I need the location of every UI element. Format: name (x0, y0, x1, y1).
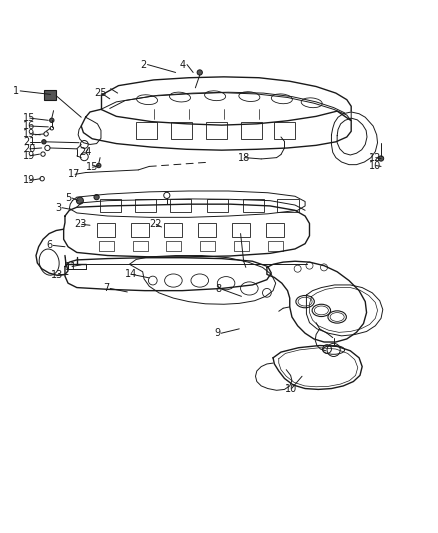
Bar (131, 223, 148, 237)
Text: 6: 6 (46, 240, 52, 251)
Circle shape (94, 195, 99, 200)
Bar (206, 122, 227, 139)
Text: 22: 22 (149, 220, 161, 229)
Bar (265, 223, 283, 237)
Text: 8: 8 (215, 284, 221, 294)
Text: 20: 20 (23, 144, 35, 154)
Text: 9: 9 (214, 328, 220, 338)
Circle shape (197, 70, 202, 75)
Text: 14: 14 (125, 269, 137, 279)
Text: 5: 5 (65, 193, 71, 203)
Text: 17: 17 (68, 169, 80, 179)
Text: 19: 19 (23, 151, 35, 161)
Text: 1: 1 (13, 86, 19, 96)
Text: 7: 7 (103, 284, 109, 294)
Text: 21: 21 (23, 137, 35, 147)
Bar (232, 223, 249, 237)
Bar (170, 199, 191, 212)
Bar (233, 241, 248, 251)
Bar (99, 241, 114, 251)
Circle shape (49, 118, 54, 123)
Text: 19: 19 (23, 129, 35, 139)
Bar (97, 223, 115, 237)
Bar (277, 199, 298, 212)
Text: 19: 19 (23, 175, 35, 185)
Bar (198, 223, 215, 237)
Circle shape (42, 140, 46, 144)
Text: 13: 13 (50, 270, 63, 280)
Bar (207, 199, 228, 212)
Text: 4: 4 (180, 60, 186, 70)
Text: 25: 25 (94, 88, 106, 98)
Circle shape (76, 197, 83, 204)
Bar (243, 199, 264, 212)
Bar (134, 199, 155, 212)
Bar (99, 199, 120, 212)
Text: 2: 2 (140, 60, 146, 70)
Text: 10: 10 (368, 160, 380, 171)
Text: 23: 23 (74, 220, 87, 229)
Text: 3: 3 (55, 203, 61, 213)
Bar (267, 241, 282, 251)
Text: 15: 15 (23, 113, 35, 123)
Text: 12: 12 (368, 152, 380, 163)
Text: 18: 18 (237, 152, 250, 163)
Circle shape (378, 156, 383, 161)
Text: 15: 15 (85, 162, 98, 172)
Text: 10: 10 (284, 384, 296, 393)
Bar (166, 241, 180, 251)
Bar (200, 241, 215, 251)
Bar (240, 122, 261, 139)
Bar (164, 223, 181, 237)
Bar (133, 241, 148, 251)
Text: 11: 11 (65, 262, 77, 271)
Bar (274, 122, 295, 139)
Text: 24: 24 (79, 147, 91, 157)
Circle shape (96, 163, 101, 168)
Text: 16: 16 (23, 121, 35, 131)
Bar (44, 90, 56, 100)
Bar (136, 122, 157, 139)
Bar (171, 122, 192, 139)
